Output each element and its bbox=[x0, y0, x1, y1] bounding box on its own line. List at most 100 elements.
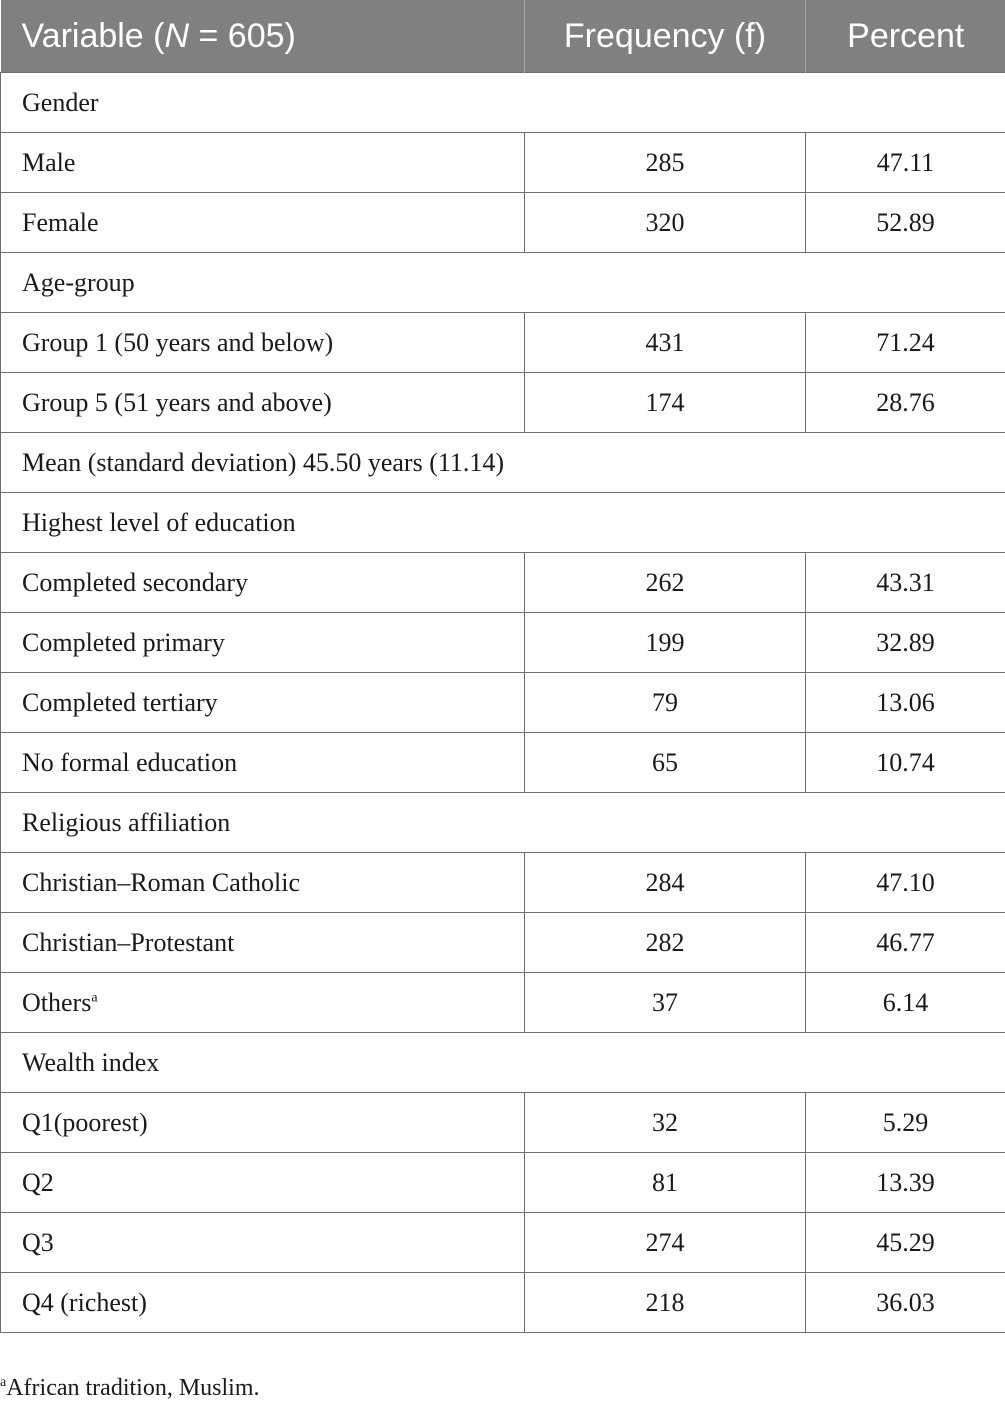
table-row: Q3 274 45.29 bbox=[0, 1212, 1005, 1273]
row-label: Q1(poorest) bbox=[22, 1107, 148, 1137]
row-frequency: 199 bbox=[524, 612, 806, 673]
header-variable-n: N bbox=[164, 16, 190, 55]
row-label: Female bbox=[22, 207, 99, 237]
row-label-cell: Female bbox=[0, 192, 525, 253]
footnote: aAfrican tradition, Muslim. bbox=[0, 1375, 260, 1402]
row-label-cell: Q2 bbox=[0, 1152, 525, 1213]
section-title: Wealth index bbox=[0, 1032, 1005, 1093]
table-header: Variable (N = 605) Frequency (f) Percent bbox=[0, 0, 1005, 73]
section-title: Age-group bbox=[0, 252, 1005, 313]
row-label-cell: Completed primary bbox=[0, 612, 525, 673]
table-row: Completed secondary 262 43.31 bbox=[0, 552, 1005, 613]
row-label-cell: Q4 (richest) bbox=[0, 1272, 525, 1333]
row-label: Christian–Protestant bbox=[22, 927, 235, 957]
row-percent: 46.77 bbox=[805, 912, 1005, 973]
row-percent: 47.10 bbox=[805, 852, 1005, 913]
header-variable: Variable (N = 605) bbox=[0, 0, 525, 73]
row-label-cell: Completed tertiary bbox=[0, 672, 525, 733]
row-frequency: 431 bbox=[524, 312, 806, 373]
row-frequency: 65 bbox=[524, 732, 806, 793]
row-label-cell: No formal education bbox=[0, 732, 525, 793]
table-body: Gender Male 285 47.11 Female 320 52.89 Age-grou… bbox=[0, 72, 1005, 1333]
row-frequency: 282 bbox=[524, 912, 806, 973]
row-frequency: 32 bbox=[524, 1092, 806, 1153]
row-label-cell: Group 1 (50 years and below) bbox=[0, 312, 525, 373]
row-label: Completed primary bbox=[22, 627, 225, 657]
row-percent: 6.14 bbox=[805, 972, 1005, 1033]
table-row: Female 320 52.89 bbox=[0, 192, 1005, 253]
row-label: Male bbox=[22, 147, 76, 177]
row-percent: 32.89 bbox=[805, 612, 1005, 673]
row-label: Group 1 (50 years and below) bbox=[22, 327, 334, 357]
header-row: Variable (N = 605) Frequency (f) Percent bbox=[0, 0, 1005, 73]
row-percent: 13.06 bbox=[805, 672, 1005, 733]
row-percent: 52.89 bbox=[805, 192, 1005, 253]
row-frequency: 320 bbox=[524, 192, 806, 253]
row-label-footnote-marker: a bbox=[91, 989, 98, 1005]
header-variable-suffix: = 605) bbox=[189, 16, 296, 55]
row-frequency: 37 bbox=[524, 972, 806, 1033]
row-frequency: 174 bbox=[524, 372, 806, 433]
footnote-marker: a bbox=[0, 1375, 7, 1390]
section-title: Mean (standard deviation) 45.50 years (1… bbox=[0, 432, 1005, 493]
table-row: Othersa 37 6.14 bbox=[0, 972, 1005, 1033]
table-row: Completed primary 199 32.89 bbox=[0, 612, 1005, 673]
row-percent: 71.24 bbox=[805, 312, 1005, 373]
demographics-table: Variable (N = 605) Frequency (f) Percent… bbox=[0, 0, 1005, 1333]
row-label-cell: Group 5 (51 years and above) bbox=[0, 372, 525, 433]
row-label: Q2 bbox=[22, 1167, 54, 1197]
row-percent: 28.76 bbox=[805, 372, 1005, 433]
section-title: Gender bbox=[0, 72, 1005, 133]
table-row: Christian–Roman Catholic 284 47.10 bbox=[0, 852, 1005, 913]
row-percent: 13.39 bbox=[805, 1152, 1005, 1213]
row-percent: 45.29 bbox=[805, 1212, 1005, 1273]
row-label: Q4 (richest) bbox=[22, 1287, 147, 1317]
table-row: Group 1 (50 years and below) 431 71.24 bbox=[0, 312, 1005, 373]
footnote-text: African tradition, Muslim. bbox=[6, 1375, 260, 1401]
row-label-cell: Completed secondary bbox=[0, 552, 525, 613]
header-frequency: Frequency (f) bbox=[524, 0, 806, 73]
section-row: Religious affiliation bbox=[0, 792, 1005, 853]
row-label: Completed secondary bbox=[22, 567, 248, 597]
header-percent: Percent bbox=[805, 0, 1005, 73]
row-percent: 10.74 bbox=[805, 732, 1005, 793]
row-percent: 43.31 bbox=[805, 552, 1005, 613]
row-frequency: 284 bbox=[524, 852, 806, 913]
row-percent: 5.29 bbox=[805, 1092, 1005, 1153]
section-row: Age-group bbox=[0, 252, 1005, 313]
row-label: Christian–Roman Catholic bbox=[22, 867, 301, 897]
row-frequency: 274 bbox=[524, 1212, 806, 1273]
row-frequency: 218 bbox=[524, 1272, 806, 1333]
row-label-cell: Q1(poorest) bbox=[0, 1092, 525, 1153]
row-percent: 47.11 bbox=[805, 132, 1005, 193]
row-label-cell: Othersa bbox=[0, 972, 525, 1033]
row-frequency: 285 bbox=[524, 132, 806, 193]
row-label-cell: Q3 bbox=[0, 1212, 525, 1273]
table-row: Group 5 (51 years and above) 174 28.76 bbox=[0, 372, 1005, 433]
row-label: No formal education bbox=[22, 747, 238, 777]
section-title: Highest level of education bbox=[0, 492, 1005, 553]
section-row: Wealth index bbox=[0, 1032, 1005, 1093]
row-percent: 36.03 bbox=[805, 1272, 1005, 1333]
table-row: Male 285 47.11 bbox=[0, 132, 1005, 193]
row-label-cell: Christian–Roman Catholic bbox=[0, 852, 525, 913]
section-title: Religious affiliation bbox=[0, 792, 1005, 853]
table-row: Christian–Protestant 282 46.77 bbox=[0, 912, 1005, 973]
row-frequency: 81 bbox=[524, 1152, 806, 1213]
table-row: Completed tertiary 79 13.06 bbox=[0, 672, 1005, 733]
row-label: Group 5 (51 years and above) bbox=[22, 387, 332, 417]
table-row: Q4 (richest) 218 36.03 bbox=[0, 1272, 1005, 1333]
section-row: Gender bbox=[0, 72, 1005, 133]
row-frequency: 262 bbox=[524, 552, 806, 613]
row-label: Q3 bbox=[22, 1227, 54, 1257]
table-row: Q1(poorest) 32 5.29 bbox=[0, 1092, 1005, 1153]
row-label-cell: Male bbox=[0, 132, 525, 193]
section-row: Highest level of education bbox=[0, 492, 1005, 553]
header-variable-prefix: Variable ( bbox=[21, 16, 165, 55]
table-row: Q2 81 13.39 bbox=[0, 1152, 1005, 1213]
row-label: Others bbox=[22, 987, 92, 1017]
section-row: Mean (standard deviation) 45.50 years (1… bbox=[0, 432, 1005, 493]
row-frequency: 79 bbox=[524, 672, 806, 733]
row-label-cell: Christian–Protestant bbox=[0, 912, 525, 973]
table-row: No formal education 65 10.74 bbox=[0, 732, 1005, 793]
